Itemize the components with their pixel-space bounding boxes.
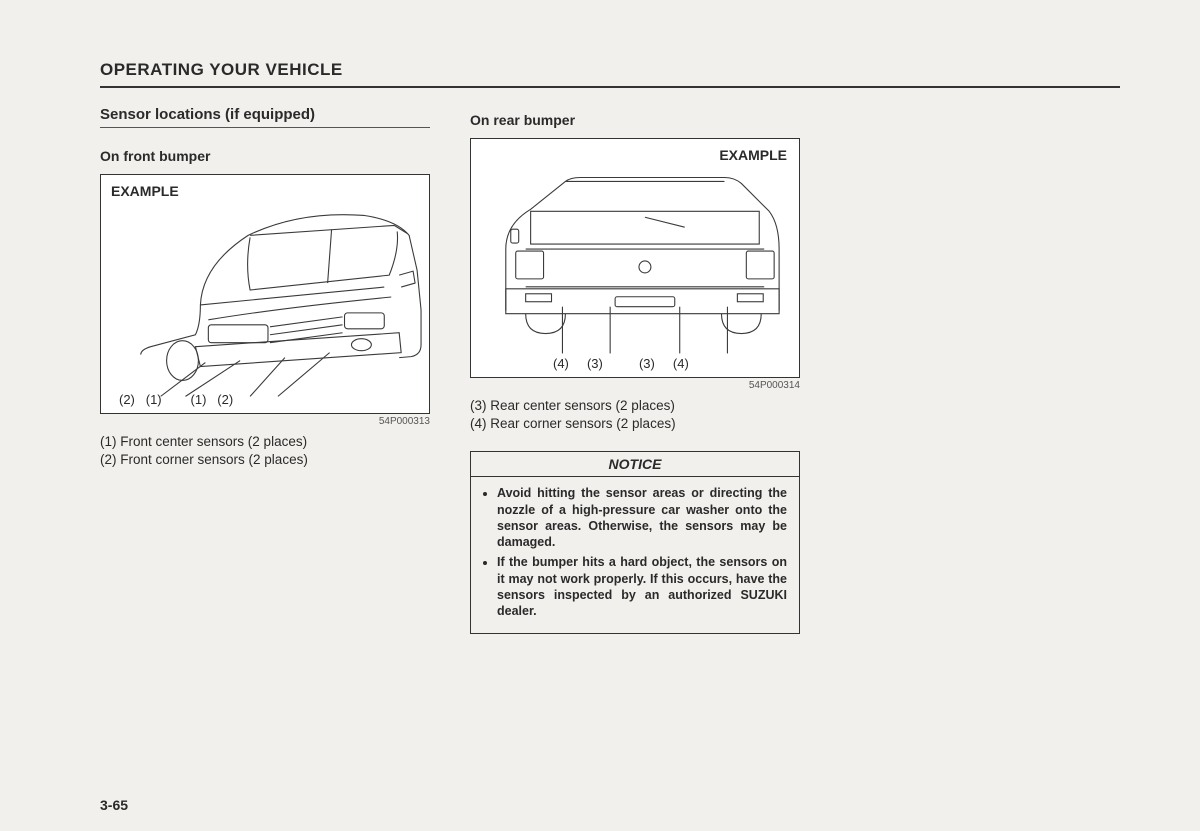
rear-bumper-label: On rear bumper	[470, 112, 800, 128]
front-legend: (1) Front center sensors (2 places) (2) …	[100, 433, 430, 469]
notice-item-2: If the bumper hits a hard object, the se…	[497, 554, 787, 619]
front-ref-code: 54P000313	[100, 416, 430, 427]
front-bumper-label: On front bumper	[100, 148, 430, 164]
section-title: Sensor locations (if equipped)	[100, 106, 430, 128]
content-columns: Sensor locations (if equipped) On front …	[100, 106, 1120, 634]
rear-callout-3b: (3)	[639, 356, 655, 371]
front-column: Sensor locations (if equipped) On front …	[100, 106, 430, 634]
rear-ref-code: 54P000314	[470, 380, 800, 391]
front-callout-1b: (1)	[191, 392, 207, 407]
notice-item-1: Avoid hitting the sensor areas or direct…	[497, 485, 787, 550]
front-legend-2: (2) Front corner sensors (2 places)	[100, 451, 430, 469]
rear-callout-4b: (4)	[673, 356, 689, 371]
rear-callout-3a: (3)	[587, 356, 603, 371]
front-callout-2b: (2)	[217, 392, 233, 407]
rear-legend: (3) Rear center sensors (2 places) (4) R…	[470, 397, 800, 433]
front-example-tag: EXAMPLE	[111, 183, 179, 199]
rear-callout-4a: (4)	[553, 356, 569, 371]
front-callout-2a: (2)	[119, 392, 135, 407]
front-legend-1: (1) Front center sensors (2 places)	[100, 433, 430, 451]
rear-column: On rear bumper EXAMPLE	[470, 106, 800, 634]
rear-legend-4: (4) Rear corner sensors (2 places)	[470, 415, 800, 433]
rear-example-tag: EXAMPLE	[719, 147, 787, 163]
page-header: OPERATING YOUR VEHICLE	[100, 60, 1120, 88]
notice-body: Avoid hitting the sensor areas or direct…	[471, 477, 799, 633]
rear-figure: EXAMPLE	[470, 138, 800, 378]
front-callout-1a: (1)	[146, 392, 162, 407]
front-car-illustration	[101, 175, 429, 413]
notice-box: NOTICE Avoid hitting the sensor areas or…	[470, 451, 800, 634]
front-figure: EXAMPLE	[100, 174, 430, 414]
rear-callouts: (4) (3) (3) (4)	[553, 356, 689, 371]
rear-car-illustration	[471, 139, 799, 377]
page-number: 3-65	[100, 797, 128, 813]
rear-legend-3: (3) Rear center sensors (2 places)	[470, 397, 800, 415]
front-callouts: (2) (1) (1) (2)	[119, 392, 233, 407]
notice-title: NOTICE	[471, 452, 799, 477]
